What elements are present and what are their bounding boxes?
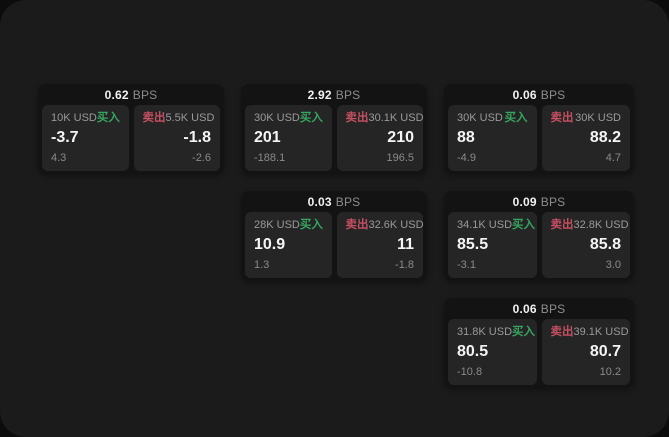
sell-amount: 32.8K USD: [573, 219, 629, 231]
sell-delta: 196.5: [386, 152, 414, 164]
sell-pane[interactable]: 卖出 32.8K USD 85.8 3.0: [541, 212, 630, 278]
card-header: 0.03 BPS: [245, 191, 423, 212]
card-header: 0.06 BPS: [448, 298, 630, 319]
buy-side-label: 买入: [512, 326, 536, 338]
sell-delta: 10.2: [599, 366, 621, 378]
buy-delta: -3.1: [457, 259, 476, 271]
card-header: 0.62 BPS: [42, 84, 220, 105]
card-body: 30K USD 买入 88 -4.9 卖出 30K USD 88.2 4.7: [448, 105, 630, 171]
buy-amount: 10K USD: [51, 112, 97, 124]
card-header: 0.06 BPS: [448, 84, 630, 105]
sell-side-label: 卖出: [345, 219, 369, 231]
quote-card: 0.03 BPS 28K USD 买入 10.9 1.3 卖出 32.6K US…: [241, 191, 427, 281]
sell-amount: 30.1K USD: [368, 112, 424, 124]
bps-value: 2.92: [307, 87, 332, 102]
sell-delta: 3.0: [605, 259, 621, 271]
sell-side-label: 卖出: [345, 112, 369, 124]
sell-amount: 39.1K USD: [573, 326, 629, 338]
buy-price: -3.7: [51, 129, 79, 146]
card-body: 34.1K USD 买入 85.5 -3.1 卖出 32.8K USD 85.8…: [448, 212, 630, 278]
buy-price: 201: [254, 129, 281, 146]
sell-price: 80.7: [589, 343, 621, 360]
bps-unit-label: BPS: [335, 87, 361, 102]
sell-pane[interactable]: 卖出 39.1K USD 80.7 10.2: [541, 319, 630, 385]
sell-delta: -1.8: [395, 259, 414, 271]
buy-price: 88: [457, 129, 475, 146]
card-body: 30K USD 买入 201 -188.1 卖出 30.1K USD 210 1…: [245, 105, 424, 171]
bps-unit-label: BPS: [335, 194, 361, 209]
card-body: 28K USD 买入 10.9 1.3 卖出 32.6K USD 11 -1.8: [245, 212, 424, 278]
sell-delta: 4.7: [605, 152, 621, 164]
sell-amount: 5.5K USD: [165, 112, 215, 124]
sell-pane[interactable]: 卖出 30K USD 88.2 4.7: [541, 105, 630, 171]
card-header: 0.09 BPS: [448, 191, 630, 212]
buy-pane[interactable]: 10K USD 买入 -3.7 4.3: [42, 105, 129, 171]
card-body: 31.8K USD 买入 80.5 -10.8 卖出 39.1K USD 80.…: [448, 319, 630, 385]
bps-value: 0.06: [512, 87, 537, 102]
buy-pane[interactable]: 31.8K USD 买入 80.5 -10.8: [448, 319, 537, 385]
quote-card: 0.62 BPS 10K USD 买入 -3.7 4.3 卖出 5.5K USD: [38, 84, 224, 174]
buy-side-label: 买入: [299, 112, 323, 124]
buy-amount: 30K USD: [457, 112, 503, 124]
quote-card: 0.06 BPS 30K USD 买入 88 -4.9 卖出 30K USD: [444, 84, 634, 174]
bps-value: 0.62: [104, 87, 129, 102]
sell-side-label: 卖出: [142, 112, 166, 124]
sell-side-label: 卖出: [550, 326, 574, 338]
bps-unit-label: BPS: [132, 87, 158, 102]
quote-card: 2.92 BPS 30K USD 买入 201 -188.1 卖出 30.1K …: [241, 84, 427, 174]
buy-price: 10.9: [254, 236, 286, 253]
buy-amount: 31.8K USD: [457, 326, 513, 338]
buy-price: 80.5: [457, 343, 489, 360]
sell-amount: 32.6K USD: [368, 219, 424, 231]
bps-value: 0.03: [307, 194, 332, 209]
buy-price: 85.5: [457, 236, 489, 253]
buy-delta: 1.3: [254, 259, 270, 271]
bps-value: 0.06: [512, 301, 537, 316]
quote-card-grid: 0.62 BPS 10K USD 买入 -3.7 4.3 卖出 5.5K USD: [38, 84, 634, 388]
quote-card: 0.06 BPS 31.8K USD 买入 80.5 -10.8 卖出 39.1…: [444, 298, 634, 388]
sell-side-label: 卖出: [550, 112, 574, 124]
buy-delta: -188.1: [254, 152, 286, 164]
buy-pane[interactable]: 30K USD 买入 201 -188.1: [245, 105, 332, 171]
buy-pane[interactable]: 30K USD 买入 88 -4.9: [448, 105, 537, 171]
buy-amount: 28K USD: [254, 219, 300, 231]
buy-side-label: 买入: [299, 219, 323, 231]
quote-card: 0.09 BPS 34.1K USD 买入 85.5 -3.1 卖出 32.8K…: [444, 191, 634, 281]
buy-delta: -10.8: [457, 366, 483, 378]
buy-delta: 4.3: [51, 152, 67, 164]
card-body: 10K USD 买入 -3.7 4.3 卖出 5.5K USD -1.8 -2.…: [42, 105, 220, 171]
bps-unit-label: BPS: [540, 301, 566, 316]
sell-pane[interactable]: 卖出 32.6K USD 11 -1.8: [336, 212, 424, 278]
sell-price: 88.2: [589, 129, 621, 146]
buy-side-label: 买入: [512, 219, 536, 231]
buy-amount: 30K USD: [254, 112, 300, 124]
buy-pane[interactable]: 28K USD 买入 10.9 1.3: [245, 212, 332, 278]
sell-delta: -2.6: [192, 152, 211, 164]
bps-unit-label: BPS: [540, 194, 566, 209]
buy-side-label: 买入: [96, 112, 120, 124]
buy-delta: -4.9: [457, 152, 476, 164]
bps-value: 0.09: [512, 194, 537, 209]
sell-pane[interactable]: 卖出 30.1K USD 210 196.5: [336, 105, 424, 171]
sell-price: 85.8: [589, 236, 621, 253]
bps-unit-label: BPS: [540, 87, 566, 102]
sell-side-label: 卖出: [550, 219, 574, 231]
sell-price: 11: [397, 236, 414, 253]
sell-price: -1.8: [183, 129, 211, 146]
sell-price: 210: [387, 129, 414, 146]
buy-pane[interactable]: 34.1K USD 买入 85.5 -3.1: [448, 212, 537, 278]
card-header: 2.92 BPS: [245, 84, 423, 105]
buy-amount: 34.1K USD: [457, 219, 513, 231]
buy-side-label: 买入: [504, 112, 528, 124]
sell-amount: 30K USD: [575, 112, 621, 124]
sell-pane[interactable]: 卖出 5.5K USD -1.8 -2.6: [133, 105, 220, 171]
